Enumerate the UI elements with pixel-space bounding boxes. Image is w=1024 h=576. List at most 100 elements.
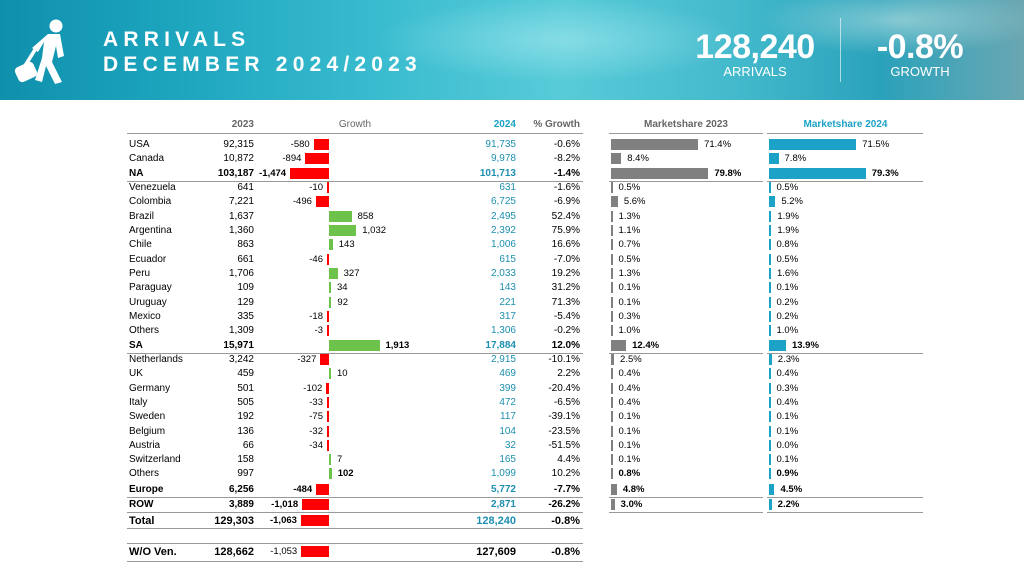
growth-bar (329, 454, 331, 465)
pct-growth: -20.4% (548, 383, 580, 394)
marketshare-2024-label: 7.8% (784, 153, 807, 164)
marketshare-2024-bar (769, 499, 772, 510)
row-name: Argentina (129, 225, 172, 236)
pct-growth: 4.4% (557, 454, 580, 465)
marketshare-2024-bar (769, 282, 771, 293)
growth-label: -1,053 (270, 546, 298, 557)
group-separator (127, 353, 583, 354)
pct-growth: -0.6% (553, 139, 580, 150)
marketshare-2024-label: 0.3% (776, 383, 799, 394)
row-name: Others (129, 468, 160, 479)
kpi-growth-value: -0.8% (876, 28, 964, 66)
marketshare-2024-bar (769, 239, 771, 250)
marketshare-2023-bar (611, 153, 622, 164)
marketshare-2023-label: 1.0% (618, 325, 641, 336)
marketshare-2024-label: 0.4% (776, 368, 799, 379)
marketshare-2023-label: 0.4% (618, 397, 641, 408)
growth-bar (329, 368, 331, 379)
marketshare-2023-bar (611, 468, 613, 479)
marketshare-2023-bar (611, 225, 613, 236)
table-row: Germany 501 -102 399 -20.4% 0.4% 0.3% (0, 382, 1024, 396)
value-2023: 1,706 (228, 268, 254, 279)
pct-growth: 75.9% (551, 225, 580, 236)
growth-bar (329, 282, 331, 293)
table-row: Paraguay 109 34 143 31.2% 0.1% 0.1% (0, 281, 1024, 295)
growth-bar (302, 499, 329, 510)
table-row: Sweden 192 -75 117 -39.1% 0.1% 0.1% (0, 410, 1024, 424)
marketshare-2024-label: 5.2% (781, 196, 803, 207)
marketshare-2023-bar (611, 340, 627, 351)
table-row: Ecuador 661 -46 615 -7.0% 0.5% 0.5% (0, 253, 1024, 267)
value-2024: 1,099 (490, 468, 516, 479)
value-2024: 6,725 (490, 196, 516, 207)
marketshare-2023-bar (611, 282, 613, 293)
marketshare-2024-bar (769, 368, 771, 379)
pct-growth: 19.2% (551, 268, 580, 279)
growth-bar (327, 325, 329, 336)
marketshare-2024-bar (769, 411, 771, 422)
growth-label: -10 (309, 182, 323, 193)
value-2024: 101,713 (479, 168, 516, 179)
row-name: Paraguay (129, 282, 172, 293)
marketshare-2024-bar (769, 182, 771, 193)
growth-bar (327, 397, 329, 408)
growth-bar (329, 225, 357, 236)
marketshare-2023-bar (611, 440, 613, 451)
group-separator (609, 353, 763, 354)
growth-label: -496 (292, 196, 312, 207)
value-2024: 91,735 (485, 139, 516, 150)
growth-bar (326, 383, 329, 394)
growth-label: 102 (337, 468, 354, 479)
pct-growth: -0.8% (551, 546, 580, 558)
marketshare-2024-label: 1.9% (777, 211, 799, 222)
marketshare-2024-bar (769, 311, 771, 322)
marketshare-2023-label: 4.8% (622, 484, 645, 495)
growth-bar (315, 196, 329, 207)
wo-ven-top-rule (127, 543, 583, 544)
marketshare-2024-label: 0.9% (776, 468, 799, 479)
marketshare-2023-label: 0.8% (618, 468, 641, 479)
pct-growth: -1.6% (553, 182, 580, 193)
value-2024: 615 (499, 254, 516, 265)
growth-label: -34 (309, 440, 323, 451)
value-2023: 505 (237, 397, 254, 408)
table-row: SA 15,971 1,913 17,884 12.0% 12.4% 13.9% (0, 339, 1024, 353)
value-2024: 127,609 (476, 546, 516, 558)
value-2024: 472 (499, 397, 516, 408)
group-separator (127, 497, 583, 498)
marketshare-2023-bar (611, 383, 613, 394)
value-2024: 317 (499, 311, 516, 322)
col-header-2024: 2024 (493, 119, 516, 130)
value-2023: 1,637 (228, 211, 254, 222)
value-2024: 1,306 (490, 325, 516, 336)
growth-label: -75 (309, 411, 323, 422)
growth-label: -894 (282, 153, 302, 164)
marketshare-2024-label: 13.9% (791, 340, 819, 351)
value-2023: 136 (237, 426, 254, 437)
value-2024: 165 (499, 454, 516, 465)
growth-label: -1,018 (271, 499, 299, 510)
value-2023: 192 (237, 411, 254, 422)
marketshare-2024-label: 71.5% (862, 139, 890, 150)
pct-growth: 2.2% (557, 368, 580, 379)
table-row: Total 129,303 -1,063 128,240 -0.8% (0, 514, 1024, 528)
pct-growth: -7.7% (553, 484, 580, 495)
kpi-arrivals-value: 128,240 (695, 28, 815, 66)
table-row: Others 997 102 1,099 10.2% 0.8% 0.9% (0, 467, 1024, 481)
growth-label: -484 (293, 484, 313, 495)
value-2023: 335 (237, 311, 254, 322)
kpi-growth-label: GROWTH (890, 64, 950, 79)
marketshare-2024-label: 79.3% (871, 168, 899, 179)
value-2023: 66 (242, 440, 254, 451)
marketshare-2024-label: 0.1% (776, 411, 799, 422)
marketshare-2023-label: 0.1% (618, 282, 641, 293)
pct-growth: -26.2% (548, 499, 580, 510)
row-name: Italy (129, 397, 148, 408)
traveler-luggage-icon (14, 19, 64, 84)
row-name: Sweden (129, 411, 166, 422)
marketshare-2023-label: 0.5% (618, 182, 641, 193)
growth-bar (327, 426, 329, 437)
table-row: Brazil 1,637 858 2,495 52.4% 1.3% 1.9% (0, 210, 1024, 224)
group-separator (767, 512, 923, 513)
value-2023: 1,309 (228, 325, 254, 336)
